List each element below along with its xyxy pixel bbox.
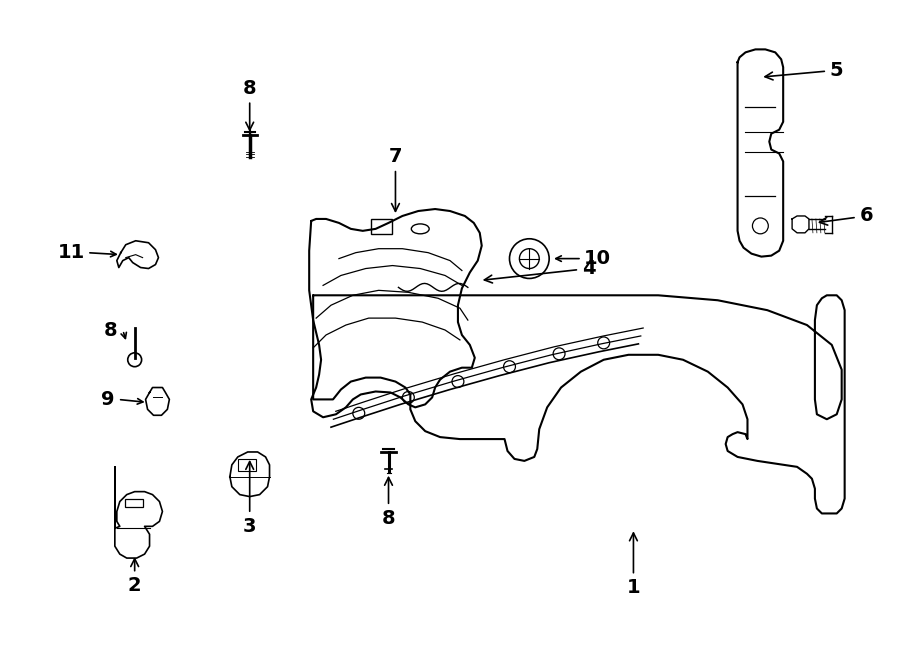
Text: 8: 8 <box>243 79 256 130</box>
Text: 5: 5 <box>765 61 843 80</box>
Text: 10: 10 <box>584 249 611 268</box>
Text: 6: 6 <box>820 206 873 225</box>
Bar <box>371 219 392 234</box>
Text: 3: 3 <box>243 461 256 536</box>
Text: 7: 7 <box>389 147 402 212</box>
Bar <box>125 498 142 506</box>
Text: 11: 11 <box>58 243 86 262</box>
Text: 8: 8 <box>104 321 118 340</box>
Text: 8: 8 <box>382 477 395 528</box>
Text: 1: 1 <box>626 533 640 598</box>
Text: 4: 4 <box>484 259 596 283</box>
Text: 9: 9 <box>101 390 114 409</box>
Bar <box>238 459 256 471</box>
Text: 2: 2 <box>128 559 141 596</box>
Ellipse shape <box>411 224 429 234</box>
